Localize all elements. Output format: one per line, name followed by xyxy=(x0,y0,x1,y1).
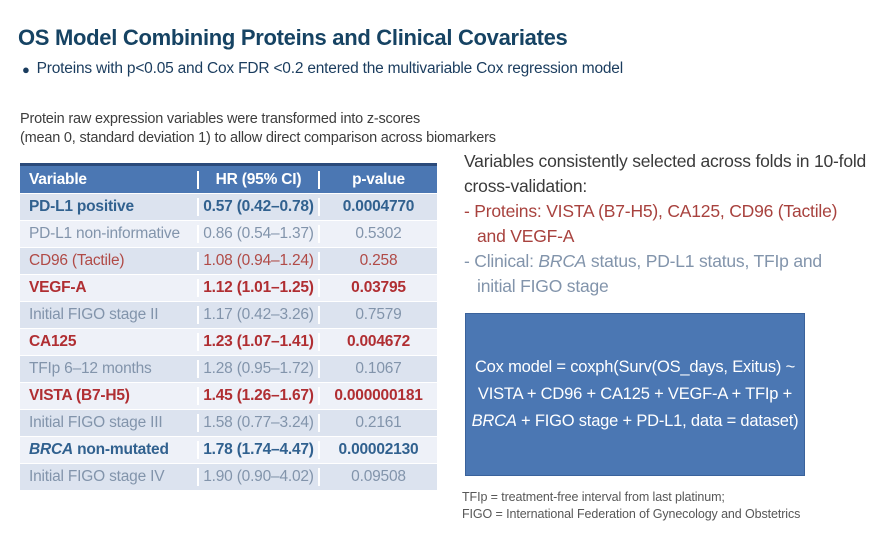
pvalue-cell: 0.00002130 xyxy=(318,441,437,459)
variable-cell: VEGF-A xyxy=(29,279,87,296)
pvalue-cell: 0.2161 xyxy=(318,414,437,432)
variable-cell: TFIp 6–12 months xyxy=(29,360,152,377)
column-header-variable: Variable xyxy=(29,170,87,188)
variable-cell: Initial FIGO stage IV xyxy=(29,468,165,485)
variable-cell: PD-L1 non-informative xyxy=(29,225,180,242)
variable-cell: Initial FIGO stage II xyxy=(29,306,159,323)
variable-cell: PD-L1 positive xyxy=(29,198,134,215)
pvalue-cell: 0.1067 xyxy=(318,360,437,378)
table-row: TFIp 6–12 months 1.28 (0.95–1.72) 0.1067 xyxy=(20,355,437,382)
pvalue-cell: 0.004672 xyxy=(318,333,437,351)
table-row: PD-L1 non-informative 0.86 (0.54–1.37) 0.5… xyxy=(20,220,437,247)
column-header-hr: HR (95% CI) xyxy=(197,170,318,189)
pvalue-cell: 0.5302 xyxy=(318,225,437,243)
pvalue-cell: 0.7579 xyxy=(318,306,437,324)
crossval-intro: Variables consistently selected across f… xyxy=(464,151,867,196)
table-row: PD-L1 positive 0.57 (0.42–0.78) 0.0004770 xyxy=(20,193,437,220)
pvalue-cell: 0.0004770 xyxy=(318,198,437,216)
variable-cell: BRCA non-mutated xyxy=(29,441,169,458)
crossval-proteins-item: - Proteins: VISTA (B7-H5), CA125, CD96 (… xyxy=(464,201,838,246)
zscore-note: Protein raw expression variables were tr… xyxy=(20,111,496,146)
abbreviations-footnote: TFIp = treatment-free interval from last… xyxy=(462,490,801,521)
hr-ci-cell: 1.08 (0.94–1.24) xyxy=(197,252,318,270)
cox-model-formula-box: Cox model = coxph(Surv(OS_days, Exitus) … xyxy=(465,313,805,476)
hr-ci-cell: 0.86 (0.54–1.37) xyxy=(197,225,318,243)
pvalue-cell: 0.03795 xyxy=(318,279,437,297)
header-bullet-line: ● Proteins with p<0.05 and Cox FDR <0.2 … xyxy=(22,60,623,78)
hr-ci-cell: 1.45 (1.26–1.67) xyxy=(197,387,318,405)
hr-ci-cell: 1.90 (0.90–4.02) xyxy=(197,468,318,486)
pvalue-cell: 0.258 xyxy=(318,252,437,270)
formula-line: Cox model = coxph(Surv(OS_days, Exitus) … xyxy=(474,358,796,376)
hr-ci-cell: 1.58 (0.77–3.24) xyxy=(197,414,318,432)
bullet-dot-icon: ● xyxy=(22,61,30,77)
table-row: CD96 (Tactile) 1.08 (0.94–1.24) 0.258 xyxy=(20,247,437,274)
table-row: Initial FIGO stage III 1.58 (0.77–3.24) 0.… xyxy=(20,409,437,436)
pvalue-cell: 0.000000181 xyxy=(318,387,437,405)
table-row: VISTA (B7-H5) 1.45 (1.26–1.67) 0.000000181 xyxy=(20,382,437,409)
hr-ci-cell: 1.78 (1.74–4.47) xyxy=(197,441,318,459)
hr-ci-cell: 1.28 (0.95–1.72) xyxy=(197,360,318,378)
page-title: OS Model Combining Proteins and Clinical… xyxy=(18,25,568,50)
formula-line: VISTA + CD96 + CA125 + VEGF-A + TFIp + xyxy=(477,385,793,403)
table-header-row: Variable HR (95% CI) p-value xyxy=(20,163,437,193)
variable-cell: VISTA (B7-H5) xyxy=(29,387,130,404)
variable-cell: CA125 xyxy=(29,333,77,350)
crossval-summary: Variables consistently selected across f… xyxy=(464,149,870,299)
crossval-clinical-item: - Clinical: BRCA status, PD-L1 status, T… xyxy=(464,251,822,296)
hr-ci-cell: 1.12 (1.01–1.25) xyxy=(197,279,318,297)
variable-cell: CD96 (Tactile) xyxy=(29,252,125,269)
column-header-pvalue: p-value xyxy=(318,170,437,189)
header-bullet-text: Proteins with p<0.05 and Cox FDR <0.2 en… xyxy=(36,60,623,77)
hr-ci-cell: 0.57 (0.42–0.78) xyxy=(197,198,318,216)
hr-ci-cell: 1.23 (1.07–1.41) xyxy=(197,333,318,351)
table-row: CA125 1.23 (1.07–1.41) 0.004672 xyxy=(20,328,437,355)
variable-cell: Initial FIGO stage III xyxy=(29,414,163,431)
hr-ci-cell: 1.17 (0.42–3.26) xyxy=(197,306,318,324)
pvalue-cell: 0.09508 xyxy=(318,468,437,486)
table-row: VEGF-A 1.12 (1.01–1.25) 0.03795 xyxy=(20,274,437,301)
formula-line: BRCA + FIGO stage + PD-L1, data = datase… xyxy=(471,412,799,430)
table-body: PD-L1 positive 0.57 (0.42–0.78) 0.0004770 P… xyxy=(20,193,437,490)
cox-results-table: Variable HR (95% CI) p-value PD-L1 posit… xyxy=(20,163,437,490)
table-row: BRCA non-mutated 1.78 (1.74–4.47) 0.000021… xyxy=(20,436,437,463)
table-row: Initial FIGO stage IV 1.90 (0.90–4.02) 0.0… xyxy=(20,463,437,490)
table-row: Initial FIGO stage II 1.17 (0.42–3.26) 0.7… xyxy=(20,301,437,328)
